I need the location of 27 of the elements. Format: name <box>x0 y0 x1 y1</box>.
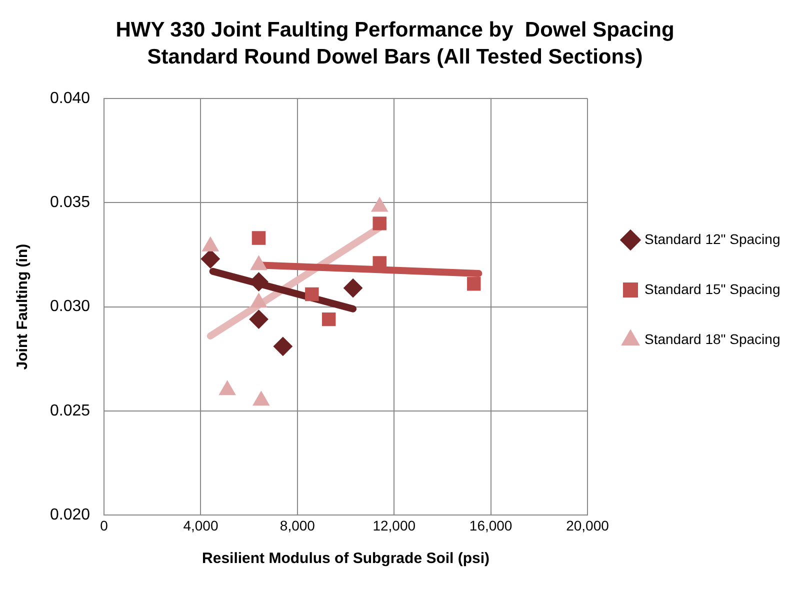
x-tick-label: 20,000 <box>566 517 610 534</box>
x-tick-label: 16,000 <box>469 517 512 534</box>
chart-subtitle: Standard Round Dowel Bars (All Tested Sections) <box>147 46 643 69</box>
point <box>322 312 336 326</box>
point <box>273 336 292 356</box>
point <box>344 278 363 298</box>
x-tick-label: 12,000 <box>372 517 416 534</box>
legend-label: Standard 15" Spacing <box>644 280 780 297</box>
y-axis-title: Joint Faulting (in) <box>14 244 32 370</box>
x-tick-label: 8,000 <box>280 517 316 534</box>
chart-title: HWY 330 Joint Faulting Performance by Dowel Spacing <box>116 18 674 42</box>
y-tick-label: 0.035 <box>50 194 90 212</box>
point <box>305 287 319 302</box>
point <box>467 277 481 291</box>
point <box>372 216 386 230</box>
x-tick-label: 4,000 <box>183 517 218 534</box>
y-tick-label: 0.020 <box>50 506 90 524</box>
legend-label: Standard 12" Spacing <box>644 230 780 247</box>
point <box>249 310 268 329</box>
point <box>252 231 266 245</box>
x-tick-label: 0 <box>100 517 108 534</box>
point <box>200 249 220 268</box>
y-tick-label: 0.025 <box>50 402 90 420</box>
legend-label: Standard 18" Spacing <box>644 330 780 347</box>
y-tick-label: 0.040 <box>50 90 90 107</box>
x-axis-title: Resilient Modulus of Subgrade Soil (psi) <box>202 550 490 568</box>
y-tick-label: 0.030 <box>50 298 90 316</box>
